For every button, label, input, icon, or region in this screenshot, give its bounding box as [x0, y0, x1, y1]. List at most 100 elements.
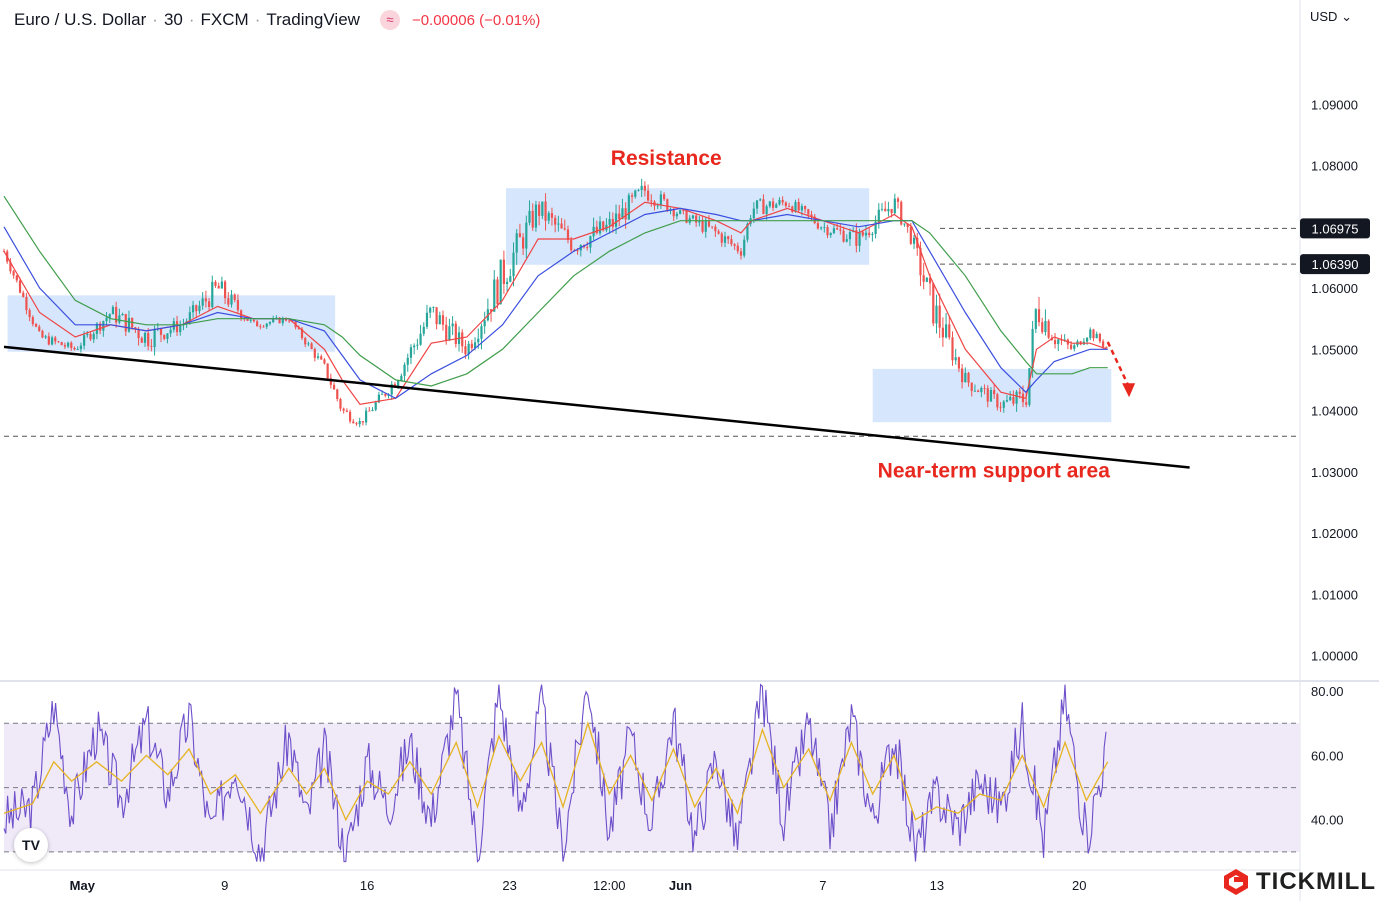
currency-selector[interactable]: USD ⌄: [1310, 9, 1352, 25]
candle-body: [839, 229, 842, 231]
candle-body: [217, 285, 220, 289]
candle-body: [50, 337, 54, 345]
projection-arrow-head: [1122, 383, 1136, 398]
candle-body: [720, 233, 723, 243]
candle-body: [864, 232, 868, 236]
x-tick-label: May: [70, 878, 96, 893]
annotations-layer: Resistance Near-term support area: [611, 147, 1136, 482]
candle-body: [47, 336, 50, 345]
candle-body: [884, 208, 887, 212]
candle-body: [345, 410, 348, 412]
candle-body: [845, 239, 848, 242]
candle-body: [25, 296, 28, 311]
candle-body: [15, 275, 18, 281]
candle-body: [83, 335, 86, 346]
candle-body: [1085, 337, 1089, 342]
candle-body: [12, 271, 15, 276]
candle-body: [438, 315, 441, 325]
candle-body: [397, 380, 400, 387]
candle-body: [454, 323, 457, 345]
interval-label[interactable]: 30: [163, 10, 183, 29]
candle-body: [34, 324, 38, 327]
candle-body: [310, 343, 313, 350]
symbol-header: Euro / U.S. Dollar · 30 · FXCM · Trading…: [14, 10, 540, 30]
candle-body: [95, 323, 99, 334]
symbol-title[interactable]: Euro / U.S. Dollar: [14, 10, 147, 29]
candle-body: [473, 342, 477, 349]
y-tick-label: 1.02000: [1311, 526, 1358, 541]
candle-body: [1028, 368, 1031, 405]
candle-body: [22, 292, 25, 297]
candle-body: [339, 398, 342, 409]
brand-name: TICKMILL: [1256, 868, 1376, 895]
currency-label: USD: [1310, 9, 1338, 24]
x-tick-label: 20: [1072, 878, 1086, 893]
candle-body: [893, 198, 896, 214]
candle-body: [598, 221, 602, 234]
candle-body: [268, 321, 272, 324]
candle-body: [1105, 346, 1108, 348]
candle-body: [201, 298, 204, 306]
candle-body: [807, 209, 810, 215]
candle-body: [977, 390, 980, 393]
indicator-wave-icon[interactable]: ≈: [379, 10, 400, 30]
candle-body: [493, 279, 496, 312]
candle-body: [961, 368, 964, 383]
separator-dot: ·: [188, 10, 195, 29]
candle-body: [1044, 321, 1047, 333]
candle-body: [99, 323, 102, 331]
candle-body: [163, 334, 166, 339]
candle-body: [730, 239, 733, 245]
candle-body: [352, 421, 355, 424]
candle-body: [329, 378, 332, 385]
candle-body: [509, 276, 512, 282]
candle-body: [711, 226, 714, 228]
candle-body: [464, 346, 467, 355]
candle-body: [1069, 344, 1073, 349]
candle-body: [957, 357, 961, 369]
candle-body: [659, 194, 663, 206]
candle-body: [179, 325, 182, 333]
candle-body: [675, 213, 679, 217]
candle-body: [211, 281, 214, 308]
tradingview-logo-icon[interactable]: TV: [14, 828, 48, 862]
candle-body: [150, 346, 153, 348]
candle-body: [855, 230, 858, 246]
y-tick-label: 1.08000: [1311, 159, 1358, 174]
candle-body: [38, 326, 41, 331]
candle-body: [775, 204, 778, 208]
candle-body: [643, 185, 646, 191]
moving-average-line: [3, 207, 1108, 399]
candle-body: [336, 389, 339, 399]
candle-body: [175, 321, 179, 333]
candle-body: [691, 215, 695, 219]
candle-body: [586, 247, 589, 248]
candle-body: [951, 337, 954, 361]
candle-body: [1041, 322, 1044, 333]
candle-body: [707, 221, 711, 227]
candle-body: [909, 227, 912, 244]
candle-body: [522, 237, 525, 249]
candle-body: [358, 421, 361, 425]
candle-body: [1009, 396, 1012, 401]
candle-body: [640, 185, 643, 191]
candle-body: [618, 213, 621, 220]
candle-body: [646, 190, 650, 201]
candle-body: [435, 307, 438, 325]
candle-body: [105, 317, 108, 322]
candle-body: [1031, 328, 1034, 369]
candle-body: [820, 227, 823, 229]
candle-body: [922, 275, 925, 282]
y-tick-label: 1.00000: [1311, 649, 1358, 664]
candle-body: [518, 233, 522, 238]
candle-body: [297, 327, 300, 329]
candle-body: [489, 309, 493, 312]
candle-body: [166, 333, 169, 339]
candle-body: [650, 200, 653, 202]
candle-body: [528, 210, 531, 223]
price-label-text: 1.06390: [1312, 257, 1359, 272]
candle-body: [1015, 391, 1018, 404]
candle-body: [275, 317, 278, 319]
candle-body: [906, 223, 909, 228]
candle-body: [816, 223, 820, 229]
